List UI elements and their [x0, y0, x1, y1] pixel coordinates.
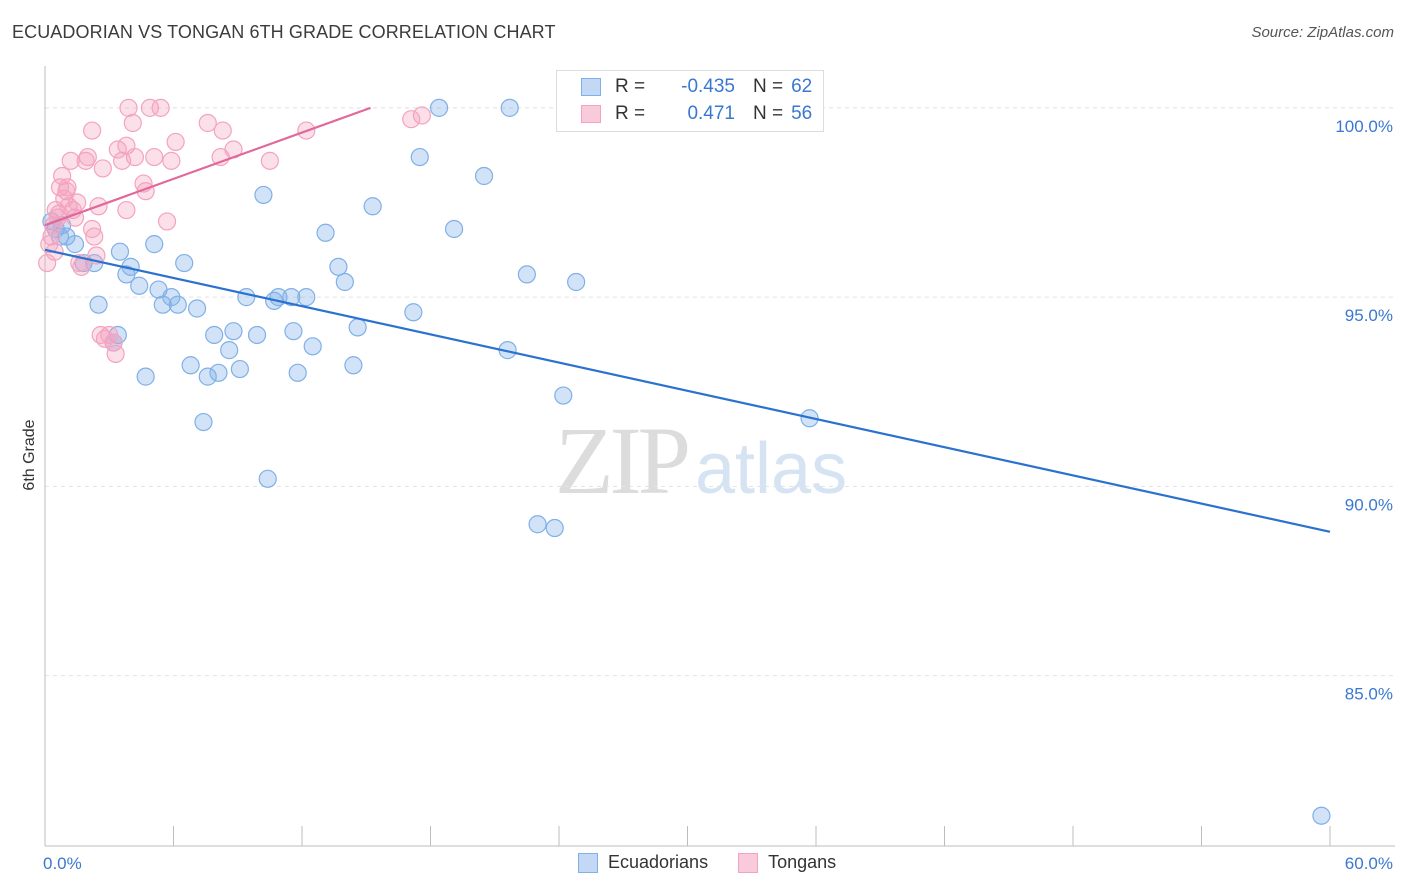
ecuadorian-point: [176, 255, 193, 272]
ecuadorian-point: [501, 99, 518, 116]
ecuadorian-point: [476, 167, 493, 184]
ecuadorian-point: [231, 361, 248, 378]
tongan-point: [261, 152, 278, 169]
tongans-legend-label: Tongans: [768, 852, 836, 873]
tongan-point: [118, 202, 135, 219]
n-label: N =: [753, 76, 783, 98]
ecuadorians-legend-swatch: [578, 853, 598, 873]
ecuadorian-point: [555, 387, 572, 404]
x-tick-label: 60.0%: [1345, 854, 1393, 873]
ecuadorian-point: [146, 236, 163, 253]
ecuadorian-point: [249, 326, 266, 343]
tongan-point: [79, 149, 96, 166]
ecuadorian-point: [210, 364, 227, 381]
ecuadorian-point: [405, 304, 422, 321]
ecuadorian-point: [169, 296, 186, 313]
legend-item-ecuadorians[interactable]: Ecuadorians: [578, 852, 708, 873]
tongan-point: [199, 114, 216, 131]
axes: [45, 66, 1395, 846]
ecuadorians-legend-label: Ecuadorians: [608, 852, 708, 873]
ecuadorian-point: [1313, 807, 1330, 824]
ecuadorian-point: [568, 273, 585, 290]
y-tick-label: 90.0%: [1345, 495, 1393, 514]
ecuadorian-point: [546, 520, 563, 537]
tongan-point: [146, 149, 163, 166]
ecuadorian-point: [304, 338, 321, 355]
tongan-point: [84, 122, 101, 139]
ecuadorian-point: [189, 300, 206, 317]
n-value: 62: [791, 76, 812, 98]
tongan-point: [107, 345, 124, 362]
n-label: N =: [753, 103, 783, 125]
trend-lines: [45, 108, 1330, 532]
r-label: R =: [615, 103, 651, 125]
tongan-point: [120, 99, 137, 116]
ecuadorian-point: [285, 323, 302, 340]
tongans-swatch: [581, 105, 601, 123]
tongan-point: [124, 114, 141, 131]
ecuadorian-point: [195, 414, 212, 431]
ecuadorian-point: [255, 186, 272, 203]
tongan-point: [214, 122, 231, 139]
ecuadorian-point: [221, 342, 238, 359]
ecuadorian-point: [349, 319, 366, 336]
r-value: -0.435: [651, 76, 735, 98]
ecuadorian-point: [529, 516, 546, 533]
tongan-point: [86, 228, 103, 245]
n-value: 56: [791, 103, 812, 125]
tongans-legend-swatch: [738, 853, 758, 873]
legend-row-tongans: R = 0.471 N = 56: [581, 101, 812, 127]
series-legend: Ecuadorians Tongans: [578, 852, 866, 873]
ecuadorian-point: [90, 296, 107, 313]
tongan-point: [413, 107, 430, 124]
ecuadorian-point: [182, 357, 199, 374]
ecuadorian-point: [336, 273, 353, 290]
ecuadorian-point: [298, 289, 315, 306]
ecuadorian-point: [330, 258, 347, 275]
ecuadorian-point: [345, 357, 362, 374]
ecuadorian-point: [259, 470, 276, 487]
ecuadorian-point: [364, 198, 381, 215]
stats-legend: R = -0.435 N = 62 R = 0.471 N = 56: [556, 70, 824, 132]
tongan-point: [126, 149, 143, 166]
ecuadorian-point: [317, 224, 334, 241]
ecuadorian-point: [431, 99, 448, 116]
ecuadorian-point: [66, 236, 83, 253]
tongan-point: [59, 179, 76, 196]
ecuadorian-point: [289, 364, 306, 381]
r-value: 0.471: [651, 103, 735, 125]
ecuadorian-point: [137, 368, 154, 385]
ecuadorians-swatch: [581, 78, 601, 96]
tongan-point: [159, 213, 176, 230]
y-tick-label: 85.0%: [1345, 685, 1393, 704]
tongan-point: [73, 258, 90, 275]
ecuadorian-point: [131, 277, 148, 294]
ecuadorian-point: [411, 149, 428, 166]
legend-row-ecuadorians: R = -0.435 N = 62: [581, 74, 812, 100]
tongan-point: [94, 160, 111, 177]
ecuadorian-point: [446, 220, 463, 237]
y-tick-label: 95.0%: [1345, 306, 1393, 325]
ecuadorians-points: [43, 99, 1330, 824]
tongan-point: [163, 152, 180, 169]
legend-item-tongans[interactable]: Tongans: [738, 852, 836, 873]
r-label: R =: [615, 76, 651, 98]
ecuadorians-trend-line: [45, 250, 1330, 532]
y-tick-label: 100.0%: [1335, 117, 1393, 136]
ecuadorian-point: [518, 266, 535, 283]
ecuadorian-point: [225, 323, 242, 340]
tick-labels: 85.0% 90.0% 95.0% 100.0% 0.0% 60.0%: [43, 117, 1393, 873]
ecuadorian-point: [238, 289, 255, 306]
gridlines: [45, 108, 1395, 676]
ecuadorian-point: [206, 326, 223, 343]
y-axis-label: 6th Grade: [21, 419, 38, 490]
x-tick-label: 0.0%: [43, 854, 82, 873]
ecuadorian-point: [111, 243, 128, 260]
tongan-point: [152, 99, 169, 116]
tongan-point: [167, 133, 184, 150]
